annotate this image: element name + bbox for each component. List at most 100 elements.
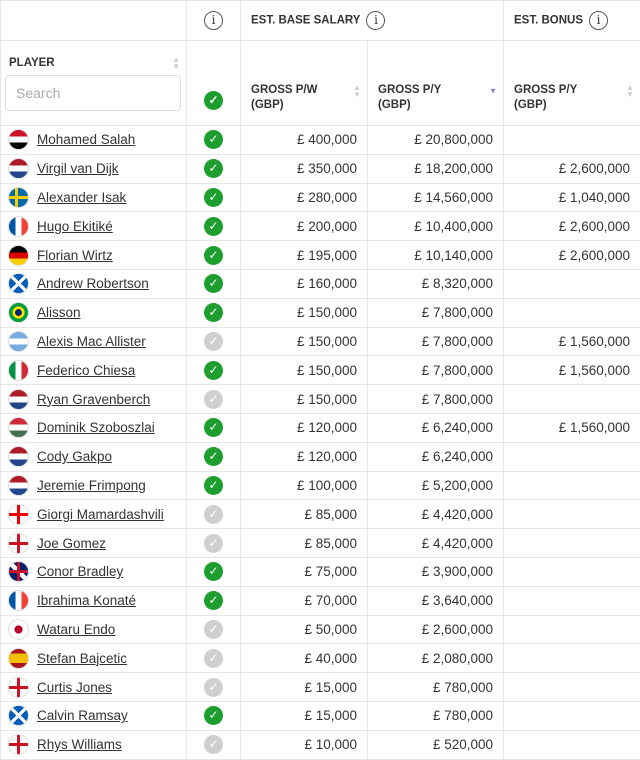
status-cell: ✓ <box>186 499 241 530</box>
table-row: Conor Bradley ✓ £ 75,000 £ 3,900,000 <box>0 556 640 587</box>
table-row: Calvin Ramsay ✓ £ 15,000 £ 780,000 <box>0 700 640 731</box>
england-flag-icon <box>8 734 29 756</box>
netherlands-flag-icon <box>8 388 29 410</box>
bonus-cell <box>503 441 640 472</box>
player-link[interactable]: Wataru Endo <box>37 621 116 637</box>
bonus-cell <box>503 499 640 530</box>
player-cell: Curtis Jones <box>0 672 187 702</box>
info-icon[interactable]: i <box>589 11 609 30</box>
player-link[interactable]: Rhys Williams <box>37 737 122 753</box>
gross-py-cell: £ 10,400,000 <box>366 211 505 242</box>
player-link[interactable]: Joe Gomez <box>37 535 107 551</box>
player-link[interactable]: Giorgi Mamardashvili <box>37 506 164 522</box>
player-link[interactable]: Alexander Isak <box>37 189 127 205</box>
header-bonus-py[interactable]: GROSS P/Y (GBP) ▲ ▼ <box>503 40 640 126</box>
status-cell: ✓ <box>186 326 241 357</box>
check-confirmed-icon: ✓ <box>204 245 223 265</box>
bonus-cell: £ 1,560,000 <box>503 412 640 443</box>
status-cell: ✓ <box>186 470 241 501</box>
player-link[interactable]: Curtis Jones <box>37 679 113 695</box>
table-row: Ibrahima Konaté ✓ £ 70,000 £ 3,640,000 <box>0 585 640 616</box>
netherlands-flag-icon <box>8 446 29 468</box>
england-flag-icon <box>8 532 29 554</box>
player-link[interactable]: Jeremie Frimpong <box>37 477 146 493</box>
header-gross-pw[interactable]: GROSS P/W (GBP) ▲ ▼ <box>240 40 368 126</box>
bonus-cell <box>503 585 640 616</box>
player-link[interactable]: Federico Chiesa <box>37 362 136 378</box>
bonus-cell: £ 1,560,000 <box>503 326 640 357</box>
check-unconfirmed-icon: ✓ <box>204 504 223 524</box>
player-link[interactable]: Alisson <box>37 305 81 321</box>
status-cell: ✓ <box>186 182 241 213</box>
bonus-cell <box>503 700 640 731</box>
gross-py-cell: £ 4,420,000 <box>366 528 505 558</box>
sort-icon[interactable]: ▲ ▼ <box>353 83 361 100</box>
bonus-cell: £ 2,600,000 <box>503 153 640 184</box>
sort-desc-icon[interactable]: ▼ <box>489 86 498 96</box>
status-cell: ✓ <box>186 240 241 270</box>
gross-pw-cell: £ 150,000 <box>240 297 368 328</box>
status-cell: ✓ <box>186 700 241 731</box>
gross-py-cell: £ 2,080,000 <box>366 643 505 674</box>
gross-pw-cell: £ 10,000 <box>240 729 368 760</box>
gross-pw-cell: £ 195,000 <box>240 240 368 270</box>
player-cell: Alexander Isak <box>0 182 187 213</box>
player-link[interactable]: Florian Wirtz <box>37 247 113 263</box>
player-link[interactable]: Dominik Szoboszlai <box>37 420 155 436</box>
search-input[interactable] <box>5 75 181 111</box>
player-link[interactable]: Calvin Ramsay <box>37 708 128 724</box>
table-row: Jeremie Frimpong ✓ £ 100,000 £ 5,200,000 <box>0 470 640 501</box>
sort-icon[interactable]: ▲ ▼ <box>626 83 635 100</box>
info-icon[interactable]: i <box>204 11 223 30</box>
player-link[interactable]: Ryan Gravenberch <box>37 391 151 407</box>
player-cell: Alisson <box>0 297 187 328</box>
gross-py-cell: £ 7,800,000 <box>366 326 505 357</box>
bonus-cell <box>503 297 640 328</box>
info-icon[interactable]: i <box>366 11 386 30</box>
player-link[interactable]: Stefan Bajcetic <box>37 650 128 666</box>
gross-py-cell: £ 780,000 <box>366 672 505 702</box>
check-unconfirmed-icon: ✓ <box>204 648 223 668</box>
header-player[interactable]: PLAYER ▲ ▼ <box>0 40 187 126</box>
bonus-cell <box>503 268 640 299</box>
header-check[interactable]: ✓ <box>186 40 241 126</box>
header-blank <box>0 0 187 41</box>
player-link[interactable]: Ibrahima Konaté <box>37 593 137 609</box>
player-link[interactable]: Conor Bradley <box>37 564 124 580</box>
bonus-py-label: GROSS P/Y <box>514 83 578 96</box>
player-link[interactable]: Mohamed Salah <box>37 132 136 148</box>
table-row: Wataru Endo ✓ £ 50,000 £ 2,600,000 <box>0 614 640 645</box>
bonus-cell <box>503 614 640 645</box>
player-cell: Ibrahima Konaté <box>0 585 187 616</box>
player-link[interactable]: Cody Gakpo <box>37 449 113 465</box>
player-cell: Alexis Mac Allister <box>0 326 187 357</box>
spain-flag-icon <box>8 647 29 669</box>
header-bonus-label: EST. BONUS <box>514 14 584 27</box>
france-flag-icon <box>8 215 29 237</box>
bonus-cell: £ 1,560,000 <box>503 355 640 386</box>
bonus-cell <box>503 470 640 501</box>
status-cell: ✓ <box>186 125 241 155</box>
status-cell: ✓ <box>186 528 241 558</box>
player-link[interactable]: Andrew Robertson <box>37 276 149 292</box>
netherlands-flag-icon <box>8 474 29 496</box>
check-confirmed-icon: ✓ <box>204 418 223 438</box>
status-cell: ✓ <box>186 643 241 674</box>
player-cell: Andrew Robertson <box>0 268 187 299</box>
player-link[interactable]: Hugo Ekitiké <box>37 218 113 234</box>
scotland-flag-icon <box>8 273 29 295</box>
brazil-flag-icon <box>8 302 29 324</box>
gross-pw-cell: £ 85,000 <box>240 499 368 530</box>
header-gross-py[interactable]: GROSS P/Y (GBP) ▼ <box>366 40 505 126</box>
gross-pw-cell: £ 70,000 <box>240 585 368 616</box>
gross-py-cell: £ 2,600,000 <box>366 614 505 645</box>
player-link[interactable]: Virgil van Dijk <box>37 161 119 177</box>
pw-label: GROSS P/W <box>251 83 318 96</box>
gross-pw-cell: £ 120,000 <box>240 441 368 472</box>
player-link[interactable]: Alexis Mac Allister <box>37 333 146 349</box>
check-unconfirmed-icon: ✓ <box>204 619 223 639</box>
bonus-cell <box>503 672 640 702</box>
sort-icon[interactable]: ▲ ▼ <box>172 55 180 71</box>
england-flag-icon <box>8 676 29 698</box>
